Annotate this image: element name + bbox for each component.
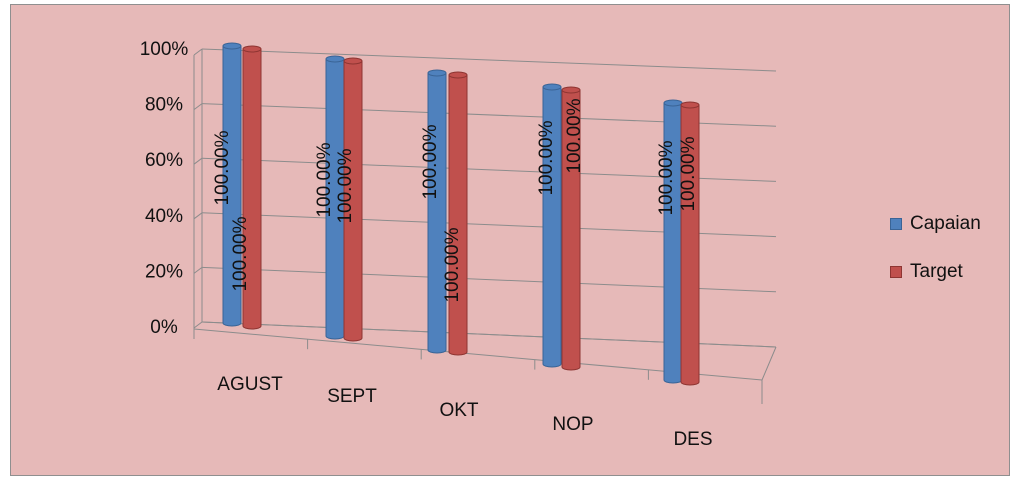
data-label-target: 100.00%	[442, 227, 463, 302]
bar-top	[448, 71, 468, 79]
y-tick-label: 40%	[145, 206, 183, 227]
data-label-capaian: 100.00%	[314, 142, 335, 217]
y-tick-label: 20%	[145, 261, 183, 282]
gridline-side	[193, 103, 203, 110]
legend-item-target: Target	[890, 260, 981, 284]
bars	[222, 42, 700, 386]
bar-target-nop	[561, 86, 581, 371]
y-tick-label: 0%	[150, 317, 178, 338]
bar-target-des	[680, 101, 700, 386]
bar-top	[561, 86, 581, 94]
y-tick-label: 60%	[145, 150, 183, 171]
x-tick-label: SEPT	[327, 386, 377, 407]
bar-body	[222, 45, 242, 327]
y-tick-label: 100%	[140, 39, 189, 60]
bar-top	[242, 45, 262, 53]
bar-top	[680, 101, 700, 109]
legend-label-capaian: Capaian	[910, 213, 981, 234]
data-label-target: 100.00%	[335, 148, 356, 223]
bar-capaian-okt	[427, 69, 447, 354]
bar-target-okt	[448, 71, 468, 356]
x-tick-label: DES	[673, 429, 712, 450]
legend-label-target: Target	[910, 261, 963, 282]
bar-top	[343, 57, 363, 65]
gridline-side	[193, 266, 203, 274]
bar-body	[242, 48, 262, 330]
bar-target-sept	[343, 57, 363, 342]
data-label-capaian: 100.00%	[656, 140, 677, 215]
gridline-side	[193, 48, 203, 56]
gridline-side	[193, 212, 203, 220]
y-tick-label: 80%	[145, 95, 183, 116]
bar-capaian-nop	[542, 83, 562, 368]
x-tick-label: AGUST	[217, 374, 283, 395]
bar-body	[561, 89, 581, 371]
data-label-capaian: 100.00%	[536, 120, 557, 195]
chart-area	[10, 4, 1010, 476]
legend-swatch-target	[890, 266, 902, 278]
data-label-capaian: 100.00%	[212, 130, 233, 205]
legend: Capaian Target	[890, 212, 981, 308]
data-label-target: 100.00%	[564, 98, 585, 173]
bar-capaian-agust	[222, 42, 242, 327]
data-label-capaian: 100.00%	[420, 124, 441, 199]
bar-body	[680, 104, 700, 386]
bar-target-agust	[242, 45, 262, 330]
bar-top	[222, 42, 242, 50]
gridline-side	[193, 321, 203, 329]
floor-right-edge	[761, 346, 777, 381]
x-tick-label: OKT	[439, 400, 478, 421]
bar-body	[343, 60, 363, 342]
bar-top	[663, 99, 683, 107]
bar-top	[542, 83, 562, 91]
legend-item-capaian: Capaian	[890, 212, 981, 236]
x-tick-label: NOP	[552, 414, 593, 435]
bar-top	[427, 69, 447, 77]
data-label-target: 100.00%	[230, 216, 251, 291]
legend-swatch-capaian	[890, 218, 902, 230]
data-label-target: 100.00%	[678, 136, 699, 211]
bar-top	[325, 55, 345, 63]
data-labels: 100.00% 100.00% 100.00% 100.00% 100.00%100.0…	[212, 98, 699, 302]
bar-body	[542, 86, 562, 368]
gridline	[201, 48, 777, 72]
bar-body	[427, 72, 447, 354]
bar-body	[448, 74, 468, 356]
gridline-side	[193, 157, 203, 165]
